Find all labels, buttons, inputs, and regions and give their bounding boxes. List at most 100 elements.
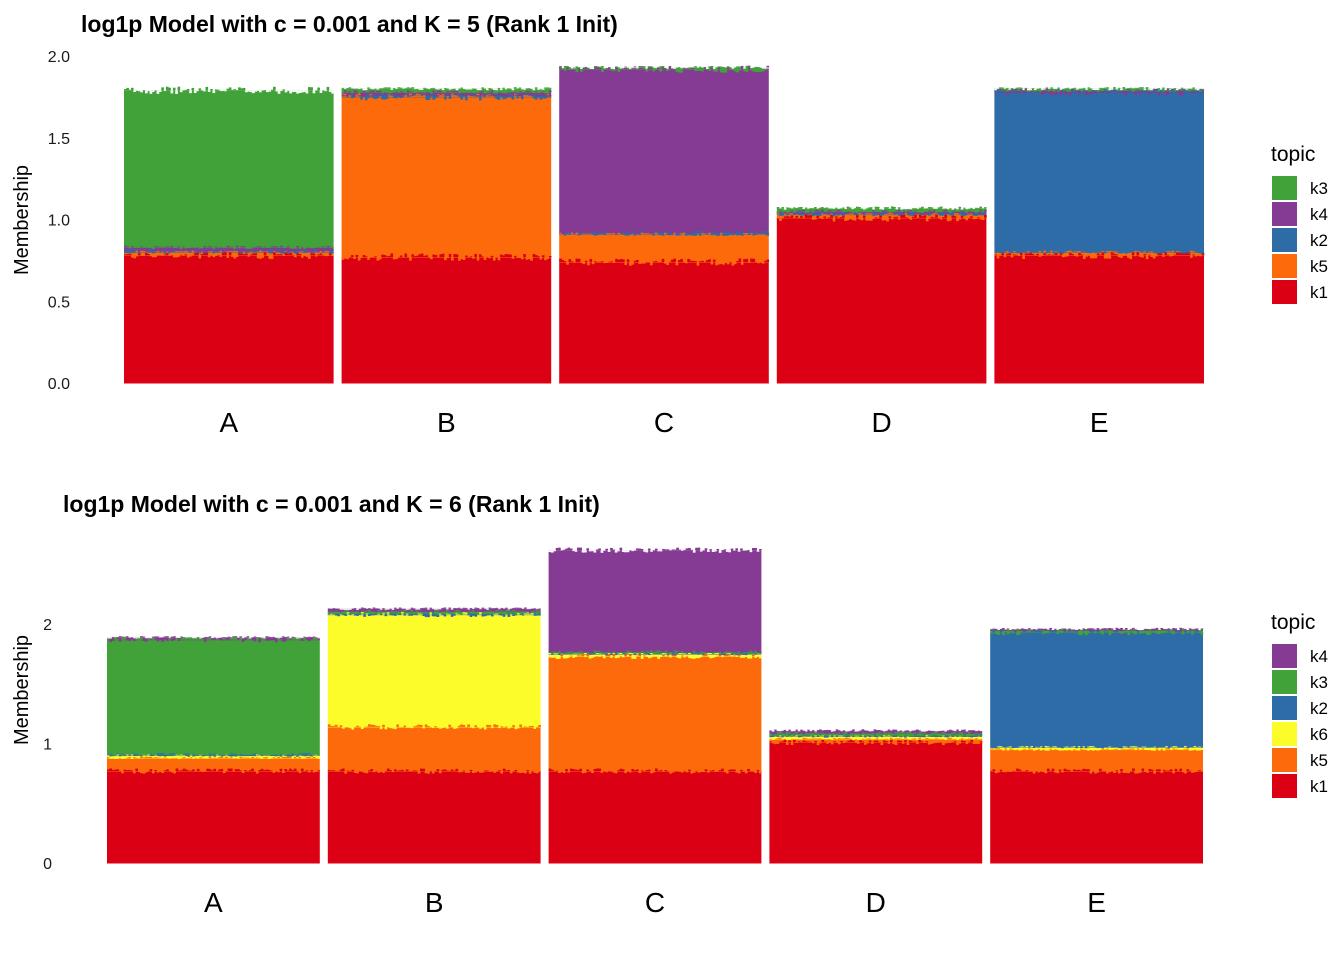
sample-strip (882, 740, 886, 743)
sample-strip (882, 732, 886, 733)
sample-strip (401, 610, 404, 612)
sample-strip (1165, 746, 1168, 748)
sample-strip (897, 217, 901, 220)
sample-strip (523, 88, 526, 90)
sample-strip (640, 231, 644, 233)
sample-strip (465, 88, 468, 90)
sample-strip (1096, 630, 1100, 632)
sample-strip (759, 262, 763, 263)
sample-strip (874, 217, 878, 218)
sample-strip (1031, 88, 1035, 89)
sample-strip (365, 612, 369, 614)
sample-strip (399, 95, 403, 97)
sample-strip (819, 742, 822, 744)
sample-strip (233, 247, 237, 249)
sample-strip (572, 656, 575, 658)
sample-strip (291, 638, 295, 640)
sample-strip (165, 246, 169, 248)
sample-strip (448, 613, 452, 615)
sample-strip (859, 732, 862, 734)
sample-strip (226, 250, 230, 252)
sample-strip (999, 87, 1002, 89)
sample-strip (837, 734, 841, 736)
sample-strip (1072, 630, 1076, 632)
sample-strip (126, 87, 129, 91)
sample-strip (1122, 87, 1126, 89)
sample-strip (516, 91, 519, 93)
sample-strip (793, 212, 796, 215)
sample-strip (979, 217, 983, 220)
sample-strip (937, 207, 941, 209)
sample-strip (270, 255, 274, 260)
sample-strip (916, 208, 920, 209)
sample-strip (1162, 632, 1166, 634)
sample-strip (965, 735, 969, 737)
sample-strip (472, 610, 475, 612)
sample-strip (823, 732, 827, 734)
sample-strip (434, 613, 437, 615)
sample-strip (942, 214, 945, 216)
sample-strip (367, 87, 370, 89)
sample-strip (709, 652, 713, 655)
sample-strip (394, 614, 397, 616)
bar-segment-E-k5 (990, 749, 1203, 772)
sample-strip (384, 613, 388, 615)
sample-strip (754, 656, 757, 658)
sample-strip (1082, 89, 1086, 92)
sample-strip (386, 611, 390, 612)
sample-strip (116, 754, 120, 756)
sample-strip (147, 638, 150, 640)
sample-strip (273, 249, 276, 251)
sample-strip (530, 94, 533, 96)
sample-strip (392, 96, 396, 98)
sample-strip (593, 550, 597, 553)
sample-strip (424, 614, 428, 618)
sample-strip (605, 771, 609, 773)
sample-strip (360, 726, 364, 729)
sample-strip (107, 754, 110, 756)
sample-strip (1143, 254, 1147, 256)
sample-strip (561, 259, 565, 263)
sample-strip (192, 769, 195, 772)
sample-strip (901, 742, 905, 744)
sample-strip (425, 255, 429, 258)
sample-strip (312, 90, 316, 94)
sample-strip (930, 210, 934, 212)
sample-strip (800, 735, 803, 737)
sample-strip (1013, 89, 1016, 92)
sample-strip (353, 608, 357, 609)
sample-strip (769, 732, 773, 734)
sample-strip (513, 255, 517, 258)
sample-strip (413, 91, 417, 93)
sample-strip (852, 740, 855, 743)
sample-strip (866, 732, 870, 734)
sample-strip (109, 753, 113, 755)
sample-strip (506, 95, 510, 97)
sample-strip (430, 91, 433, 94)
sample-strip (265, 636, 269, 638)
sample-strip (490, 90, 494, 92)
sample-strip (147, 637, 150, 639)
sample-strip (872, 214, 875, 217)
sample-strip (610, 656, 613, 658)
sample-strip (436, 614, 440, 618)
sample-strip (842, 742, 846, 744)
sample-strip (326, 245, 330, 248)
sample-strip (638, 771, 642, 774)
sample-strip (923, 736, 926, 738)
sample-strip (633, 770, 637, 772)
sample-strip (166, 769, 169, 772)
sample-strip (661, 66, 665, 68)
sample-strip (1172, 748, 1175, 750)
sample-strip (584, 771, 587, 773)
sample-strip (868, 740, 872, 743)
sample-strip (137, 252, 141, 254)
sample-strip (300, 753, 304, 755)
sample-strip (1029, 88, 1032, 91)
sample-strip (992, 629, 996, 631)
sample-strip (685, 651, 689, 653)
sample-strip (1106, 628, 1109, 629)
sample-strip (455, 768, 459, 772)
sample-strip (786, 207, 789, 209)
sample-strip (842, 212, 845, 213)
